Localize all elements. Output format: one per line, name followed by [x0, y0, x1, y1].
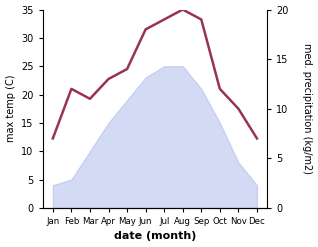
- X-axis label: date (month): date (month): [114, 231, 196, 242]
- Y-axis label: med. precipitation (kg/m2): med. precipitation (kg/m2): [302, 43, 313, 174]
- Y-axis label: max temp (C): max temp (C): [5, 75, 16, 143]
